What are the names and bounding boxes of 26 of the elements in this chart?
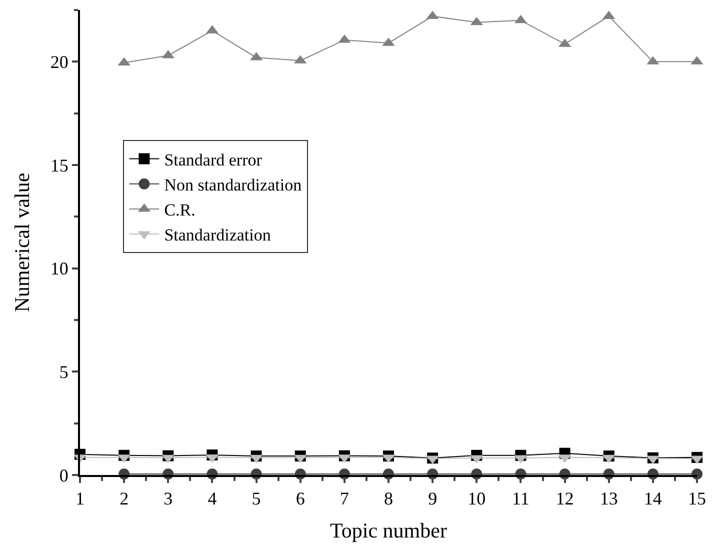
- legend-label: Non standardization: [164, 175, 302, 194]
- y-axis-title: Numerical value: [10, 172, 34, 312]
- x-tick-label: 10: [468, 488, 486, 509]
- legend-label: Standardization: [164, 226, 272, 245]
- x-tick-label: 15: [688, 488, 706, 509]
- y-tick-label: 0: [59, 465, 68, 486]
- x-axis-title: Topic number: [330, 518, 447, 542]
- x-tick-label: 5: [252, 488, 261, 509]
- x-tick-label: 9: [428, 488, 438, 509]
- y-tick-label: 20: [50, 52, 68, 72]
- legend-label: C.R.: [164, 200, 196, 220]
- x-tick-label: 11: [512, 488, 530, 509]
- x-tick-label: 3: [164, 488, 173, 509]
- legend-label: Standard error: [164, 150, 262, 170]
- x-tick-label: 12: [556, 488, 574, 509]
- y-tick-label: 10: [50, 258, 68, 279]
- x-tick-label: 13: [600, 488, 618, 509]
- x-tick-label: 6: [296, 488, 305, 509]
- x-tick-label: 7: [340, 488, 349, 509]
- x-tick-label: 8: [384, 488, 393, 509]
- x-tick-label: 2: [120, 488, 129, 509]
- x-tick-label: 14: [644, 488, 662, 509]
- y-tick-label: 15: [50, 155, 68, 176]
- y-tick-label: 5: [59, 362, 68, 382]
- x-tick-label: 4: [208, 488, 217, 509]
- x-tick-label: 1: [76, 488, 84, 509]
